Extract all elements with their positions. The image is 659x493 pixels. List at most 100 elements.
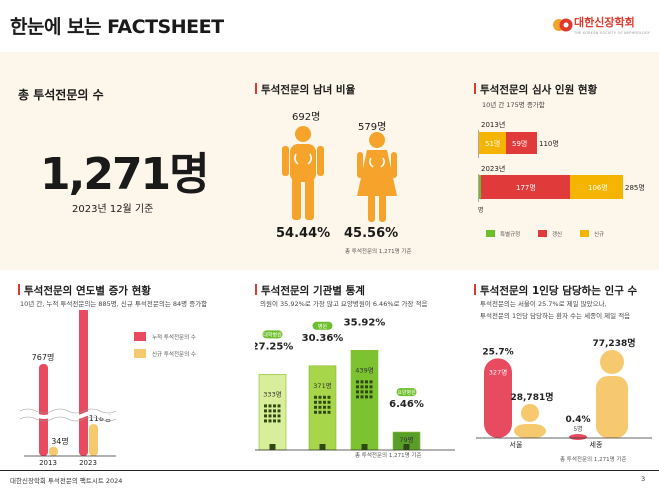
building-window (327, 410, 331, 414)
new-label-2023: 118명 (89, 413, 112, 423)
building-window (356, 385, 359, 389)
legend-label-special: 특별규정 (500, 232, 521, 238)
female-percentage: 45.56% (344, 226, 399, 241)
institution-bars: 대학병원27.25%333명병원30.36%371명의원35.92%439명요양… (255, 317, 424, 451)
building-window (369, 390, 373, 394)
building-window (314, 405, 317, 409)
header-bar (0, 0, 659, 52)
building-window (264, 414, 267, 418)
building-window (314, 400, 317, 404)
male-figure-icon (282, 126, 324, 220)
building-window (273, 404, 276, 408)
section-marker (474, 284, 476, 295)
building-window (273, 409, 276, 413)
total-section-title: 총 투석전문의 수 (18, 88, 104, 102)
total-dialysis-specialists: 1,271명 (40, 149, 210, 200)
building-window (323, 400, 326, 404)
institution-section-title: 투석전문의 기관별 통계 (255, 283, 365, 298)
review-year-2023: 2023년 (481, 164, 505, 173)
building-window (277, 414, 281, 418)
institution-note: 총 투석전문의 1,271명 기준 (355, 453, 422, 459)
building-window (314, 410, 317, 414)
institution-title-text: 투석전문의 기관별 통계 (261, 285, 365, 297)
population-section-title: 투석전문의 1인당 담당하는 인구 수 (474, 283, 637, 298)
new-label-2013: 34명 (51, 436, 69, 446)
building-window (273, 414, 276, 418)
legend-label-new: 신규 (594, 232, 605, 238)
building-window (365, 390, 368, 394)
section-marker (474, 83, 476, 94)
review-label-2013-new: 51명 (485, 139, 500, 148)
footer-text: 대한신장학회 투석전문의 팩트시트 2024 (10, 477, 123, 485)
institution-bar-병원 (308, 365, 337, 451)
legend-swatch-special (486, 230, 495, 237)
gender-title-text: 투석전문의 남녀 비율 (261, 84, 356, 96)
review-title-text: 투석전문의 심사 인원 현황 (480, 84, 598, 96)
kidney-logo-icon (553, 18, 573, 32)
review-bar-2023-new (570, 175, 623, 199)
male-count: 692명 (292, 112, 321, 123)
population-note: 총 투석전문의 1,271명 기준 (560, 457, 627, 463)
review-bar-2023-special (479, 175, 481, 199)
institution-percent-병원: 30.36% (302, 333, 344, 344)
institution-tag-병원 (312, 321, 333, 330)
building-window (277, 404, 281, 408)
building-window (365, 395, 368, 399)
institution-category-병원: 병원 (318, 323, 328, 330)
institution-tag-대학병원 (262, 330, 283, 339)
seoul-share-label: 25.7% (482, 347, 513, 357)
building-window (369, 395, 373, 399)
building-window (318, 405, 322, 409)
gender-section-title: 투석전문의 남녀 비율 (255, 82, 355, 97)
review-chart: 2013년 51명 59명 110명 2023년 177명 106명 285명 … (478, 120, 645, 214)
section-marker (255, 83, 257, 94)
review-legend: 특별규정 갱신 신규 (486, 229, 656, 239)
institution-percent-요양병원: 6.46% (389, 399, 424, 410)
year-tick-2023: 2023 (79, 459, 97, 467)
building-window (264, 419, 267, 423)
building-window (264, 409, 267, 413)
new-bar-2013 (49, 446, 58, 456)
building-window (277, 409, 281, 413)
seoul-population-body (514, 423, 546, 438)
page-title: 한눈에 보는 FACTSHEET (10, 16, 224, 38)
sejong-share-label: 0.4% (566, 415, 591, 425)
population-tick-seoul: 서울 (510, 440, 523, 449)
institution-tag-요양병원 (396, 388, 417, 397)
building-window (327, 400, 331, 404)
legend-label-new: 신규 투석전문의 수 (152, 352, 196, 358)
legend-label-cumulative: 누적 투석전문의 수 (152, 335, 196, 341)
seoul-person-head (521, 403, 539, 422)
population-title-text: 투석전문의 1인당 담당하는 인구 수 (480, 285, 638, 297)
review-total-2013: 110명 (539, 139, 559, 148)
institution-percent-대학병원: 27.25% (255, 341, 293, 352)
building-door (403, 444, 410, 450)
yearly-title-text: 투석전문의 연도별 증가 현황 (24, 285, 151, 297)
building-window (264, 404, 267, 408)
review-total-2023: 285명 (625, 183, 645, 192)
building-window (327, 395, 331, 399)
sejong-share-count: 5명 (573, 425, 582, 433)
legend-swatch-new (134, 349, 146, 358)
population-subtitle-2: 투석전문의 1인당 담당하는 환자 수는 세종이 제일 적음 (480, 312, 631, 320)
review-label-2023-special: 2명 (478, 206, 483, 214)
institution-count-의원: 439명 (355, 365, 373, 374)
footer-divider (0, 470, 659, 471)
building-window (356, 390, 359, 394)
female-figure-icon (357, 132, 397, 222)
review-label-2013-renewal: 59명 (512, 139, 527, 148)
institution-category-대학병원: 대학병원 (263, 331, 282, 338)
building-window (318, 410, 322, 414)
building-window (360, 395, 364, 399)
building-window (327, 405, 331, 409)
legend-swatch-renewal (538, 230, 547, 237)
review-bar-2023-renewal (481, 175, 570, 199)
axis-break-line-bottom (20, 416, 117, 422)
institution-count-요양병원: 79명 (399, 435, 413, 444)
building-window (360, 390, 364, 394)
total-reference-date: 2023년 12월 기준 (72, 204, 154, 215)
